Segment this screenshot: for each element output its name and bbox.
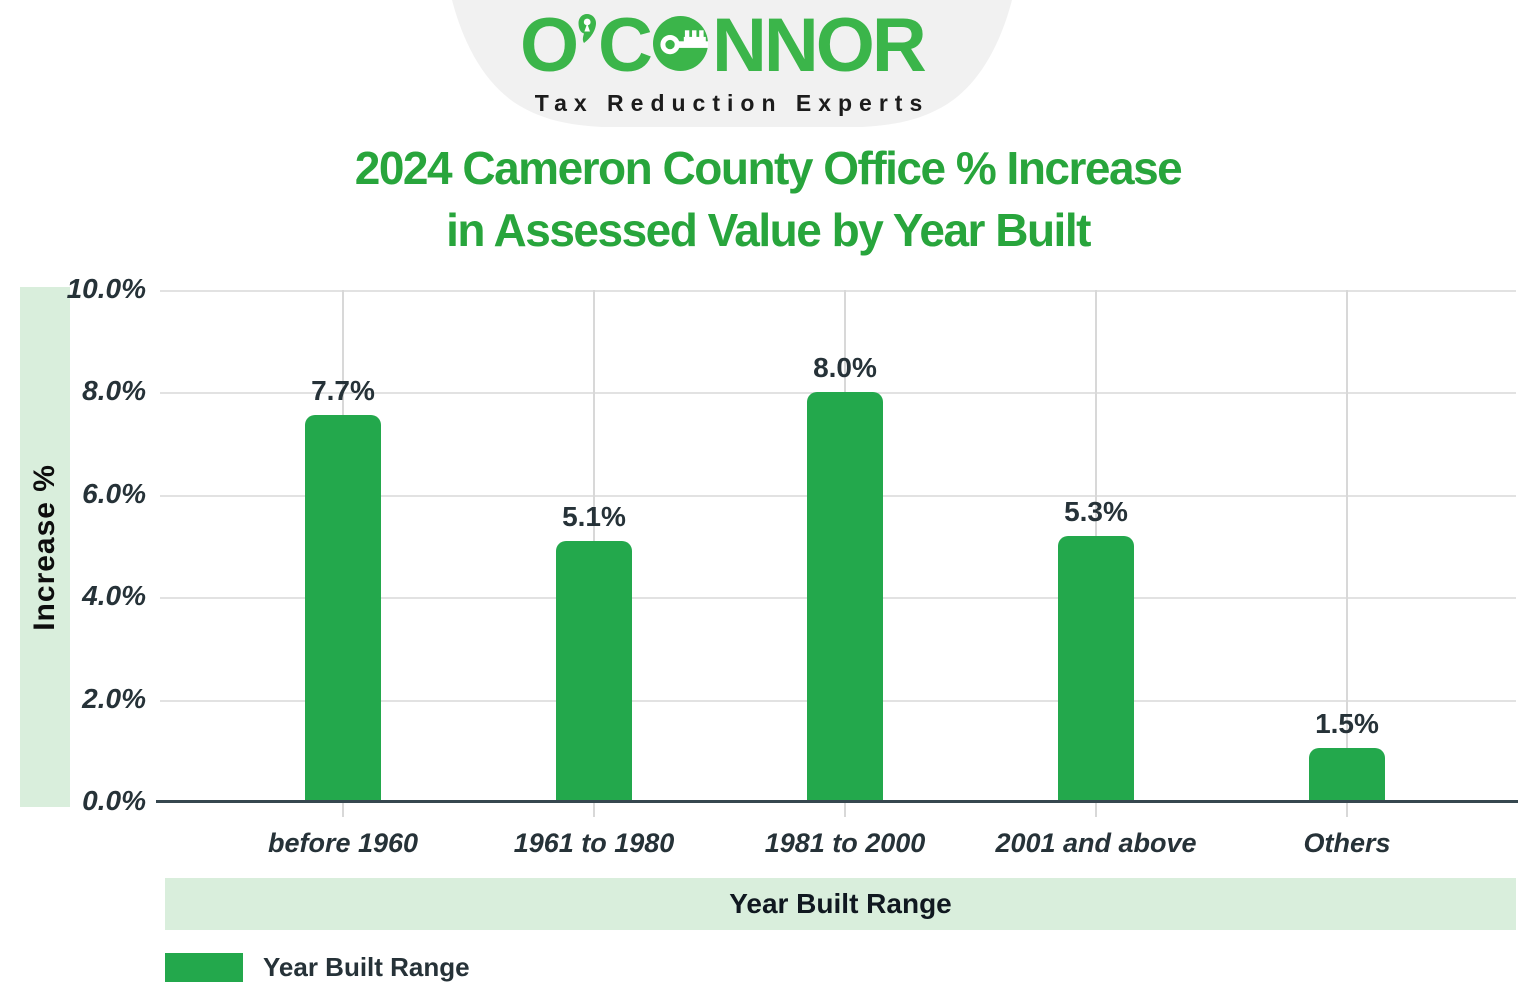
logo-tagline: Tax Reduction Experts: [534, 90, 930, 116]
bar-value-label: 5.3%: [1064, 496, 1128, 527]
legend: Year Built Range: [165, 952, 470, 983]
bar-before-1960: [305, 415, 381, 802]
x-tick-label: 1981 to 2000: [764, 828, 926, 858]
logo-letter-c: C: [598, 10, 651, 88]
bar-others: [1309, 748, 1385, 802]
y-tick-label: 6.0%: [82, 477, 146, 509]
bar-value-label: 1.5%: [1315, 708, 1379, 739]
y-tick-label: 8.0%: [82, 375, 146, 407]
chart-title: 2024 Cameron County Office % Increase in…: [0, 138, 1536, 261]
logo-letter-o: O: [520, 10, 576, 88]
y-axis-title-band: Increase %: [20, 287, 70, 807]
y-tick-label: 0.0%: [82, 785, 146, 816]
x-axis-title-band: Year Built Range: [165, 878, 1516, 930]
logo: O C NNOR Tax Reduction Experts: [452, 10, 1012, 117]
chart-title-line2: in Assessed Value by Year Built: [446, 203, 1091, 256]
bar-2001-and-above: [1058, 536, 1134, 802]
x-tick-label: Others: [1303, 828, 1391, 858]
x-tick-label: 1961 to 1980: [513, 828, 675, 858]
y-tick-label: 4.0%: [82, 580, 146, 612]
logo-wordmark: O C NNOR: [520, 10, 929, 88]
horizontal-gridline: [160, 290, 1516, 292]
legend-swatch: [165, 953, 243, 982]
bar-value-label: 5.1%: [562, 501, 626, 532]
chart-title-line1: 2024 Cameron County Office % Increase: [354, 142, 1183, 194]
key-icon: [653, 16, 708, 71]
vertical-gridline: [1346, 290, 1348, 817]
bar-value-label: 8.0%: [813, 352, 877, 383]
legend-label: Year Built Range: [263, 952, 470, 982]
y-tick-label: 2.0%: [82, 682, 146, 714]
x-axis-title: Year Built Range: [729, 888, 952, 919]
x-tick-label: 2001 and above: [995, 828, 1197, 858]
x-tick-label: before 1960: [267, 828, 419, 858]
logo-letters-nnor: NNOR: [712, 10, 926, 88]
keyhole-icon: [578, 14, 596, 43]
plot-area: 7.7% 5.1% 8.0% 5.3% 1.5%: [160, 290, 1516, 817]
bar-value-label: 7.7%: [311, 375, 375, 406]
bar-1961-to-1980: [556, 541, 632, 802]
bar-1981-to-2000: [807, 392, 883, 802]
x-axis-line: [156, 800, 1518, 803]
y-tick-label: 10.0%: [66, 273, 146, 304]
